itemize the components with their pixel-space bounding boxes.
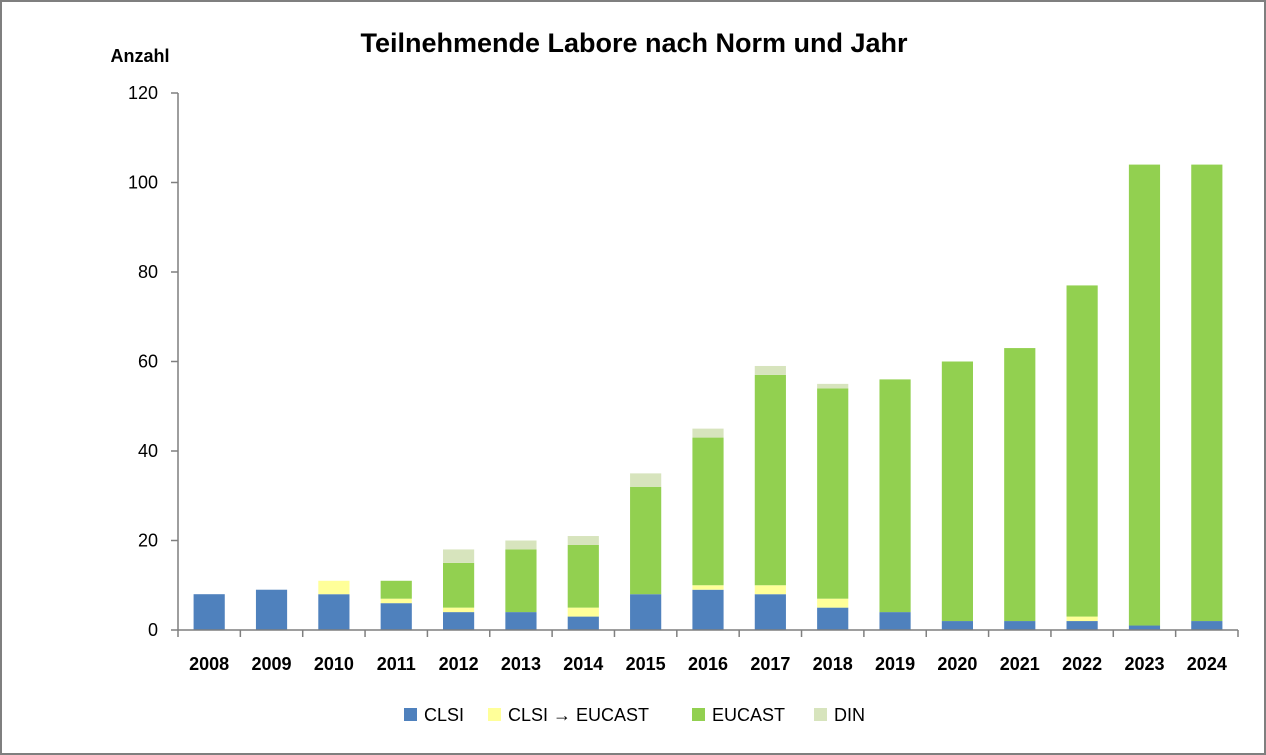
bar-segment-3-2014 (567, 544, 599, 608)
bar-segment-3-2013 (505, 549, 537, 613)
x-tick-label: 2023 (1124, 654, 1164, 674)
bar-segment-3-2015 (630, 486, 662, 595)
x-tick-label: 2014 (563, 654, 603, 674)
bar-segment-1-2022 (1066, 621, 1098, 630)
legend: CLSI CLSI → EUCAST EUCAST DIN (404, 705, 865, 725)
y-axis: 0 20 40 60 80 100 120 (128, 83, 179, 640)
bar-segment-3-2011 (380, 580, 412, 599)
legend-swatch-4 (814, 708, 827, 721)
x-tick-label: 2021 (1000, 654, 1040, 674)
bar-segment-1-2023 (1128, 625, 1161, 630)
bar-segment-1-2009 (255, 589, 288, 630)
bar-segment-1-2018 (817, 607, 849, 630)
y-tick-label: 120 (128, 83, 158, 103)
x-tick-label: 2015 (626, 654, 666, 674)
bar-segment-4-2018 (817, 383, 849, 389)
bar-segment-1-2020 (941, 621, 973, 630)
bar-segment-1-2010 (318, 594, 350, 630)
bar-segment-3-2020 (941, 361, 973, 622)
bar-segment-1-2024 (1191, 621, 1223, 630)
bar-segment-1-2013 (505, 612, 537, 630)
bar-segment-4-2017 (754, 365, 786, 375)
bar-segment-3-2022 (1066, 285, 1098, 617)
legend-label-1: CLSI (424, 705, 464, 725)
x-tick-label: 2024 (1187, 654, 1227, 674)
x-tick-label: 2018 (813, 654, 853, 674)
bar-segment-1-2019 (879, 612, 911, 630)
bar-segment-3-2021 (1004, 348, 1036, 622)
bar-segment-1-2016 (692, 589, 724, 630)
bar-segment-2-2011 (380, 598, 412, 604)
bar-segment-3-2016 (692, 437, 724, 586)
bar-segment-1-2021 (1004, 621, 1036, 630)
bar-segment-1-2015 (630, 594, 662, 630)
bars-group (193, 164, 1223, 630)
chart-title: Teilnehmende Labore nach Norm und Jahr (360, 28, 908, 58)
legend-label-2: CLSI → EUCAST (508, 705, 649, 725)
bar-segment-2-2014 (567, 607, 599, 617)
bar-segment-3-2017 (754, 374, 786, 586)
bar-segment-4-2014 (567, 536, 599, 545)
bar-segment-2-2010 (318, 580, 350, 595)
x-tick-label: 2011 (377, 654, 416, 674)
y-tick-label: 80 (138, 262, 158, 282)
x-tick-label: 2022 (1062, 654, 1102, 674)
y-tick-label: 40 (138, 441, 158, 461)
bar-segment-4-2016 (692, 428, 724, 438)
x-tick-label: 2019 (875, 654, 915, 674)
bar-segment-2-2016 (692, 585, 724, 590)
bar-segment-2-2012 (443, 607, 475, 613)
x-tick-label: 2008 (189, 654, 229, 674)
bar-segment-3-2024 (1191, 164, 1223, 622)
bar-segment-2-2022 (1066, 616, 1098, 622)
x-tick-label: 2009 (252, 654, 292, 674)
bar-segment-3-2019 (879, 379, 911, 613)
y-tick-label: 0 (148, 620, 158, 640)
x-tick-label: 2017 (750, 654, 790, 674)
bar-segment-2-2018 (817, 598, 849, 608)
x-tick-label: 2020 (937, 654, 977, 674)
legend-label-3: EUCAST (712, 705, 785, 725)
x-tick-label: 2010 (314, 654, 354, 674)
bar-segment-1-2014 (567, 616, 599, 630)
bar-segment-3-2023 (1128, 164, 1161, 626)
x-tick-label: 2012 (439, 654, 479, 674)
x-axis: 2008 2009 2010 2011 2012 2013 2014 2015 2016 2017… (177, 629, 1239, 674)
y-tick-label: 100 (128, 173, 158, 193)
bar-segment-1-2008 (193, 594, 225, 630)
legend-swatch-2 (488, 708, 501, 721)
legend-swatch-1 (404, 708, 417, 721)
bar-segment-4-2013 (505, 540, 537, 550)
bar-segment-1-2012 (443, 612, 475, 630)
y-tick-label: 60 (138, 352, 158, 372)
bar-segment-1-2017 (754, 594, 786, 630)
bar-segment-3-2018 (817, 388, 849, 599)
y-axis-label: Anzahl (110, 46, 169, 66)
y-tick-label: 20 (138, 531, 158, 551)
x-tick-label: 2013 (501, 654, 541, 674)
bar-segment-2-2017 (754, 585, 786, 595)
legend-label-4: DIN (834, 705, 865, 725)
bar-segment-1-2011 (380, 603, 412, 630)
bar-segment-4-2012 (443, 549, 475, 563)
bar-segment-4-2015 (630, 473, 662, 487)
x-tick-label: 2016 (688, 654, 728, 674)
bar-segment-3-2012 (443, 562, 475, 608)
legend-swatch-3 (692, 708, 705, 721)
